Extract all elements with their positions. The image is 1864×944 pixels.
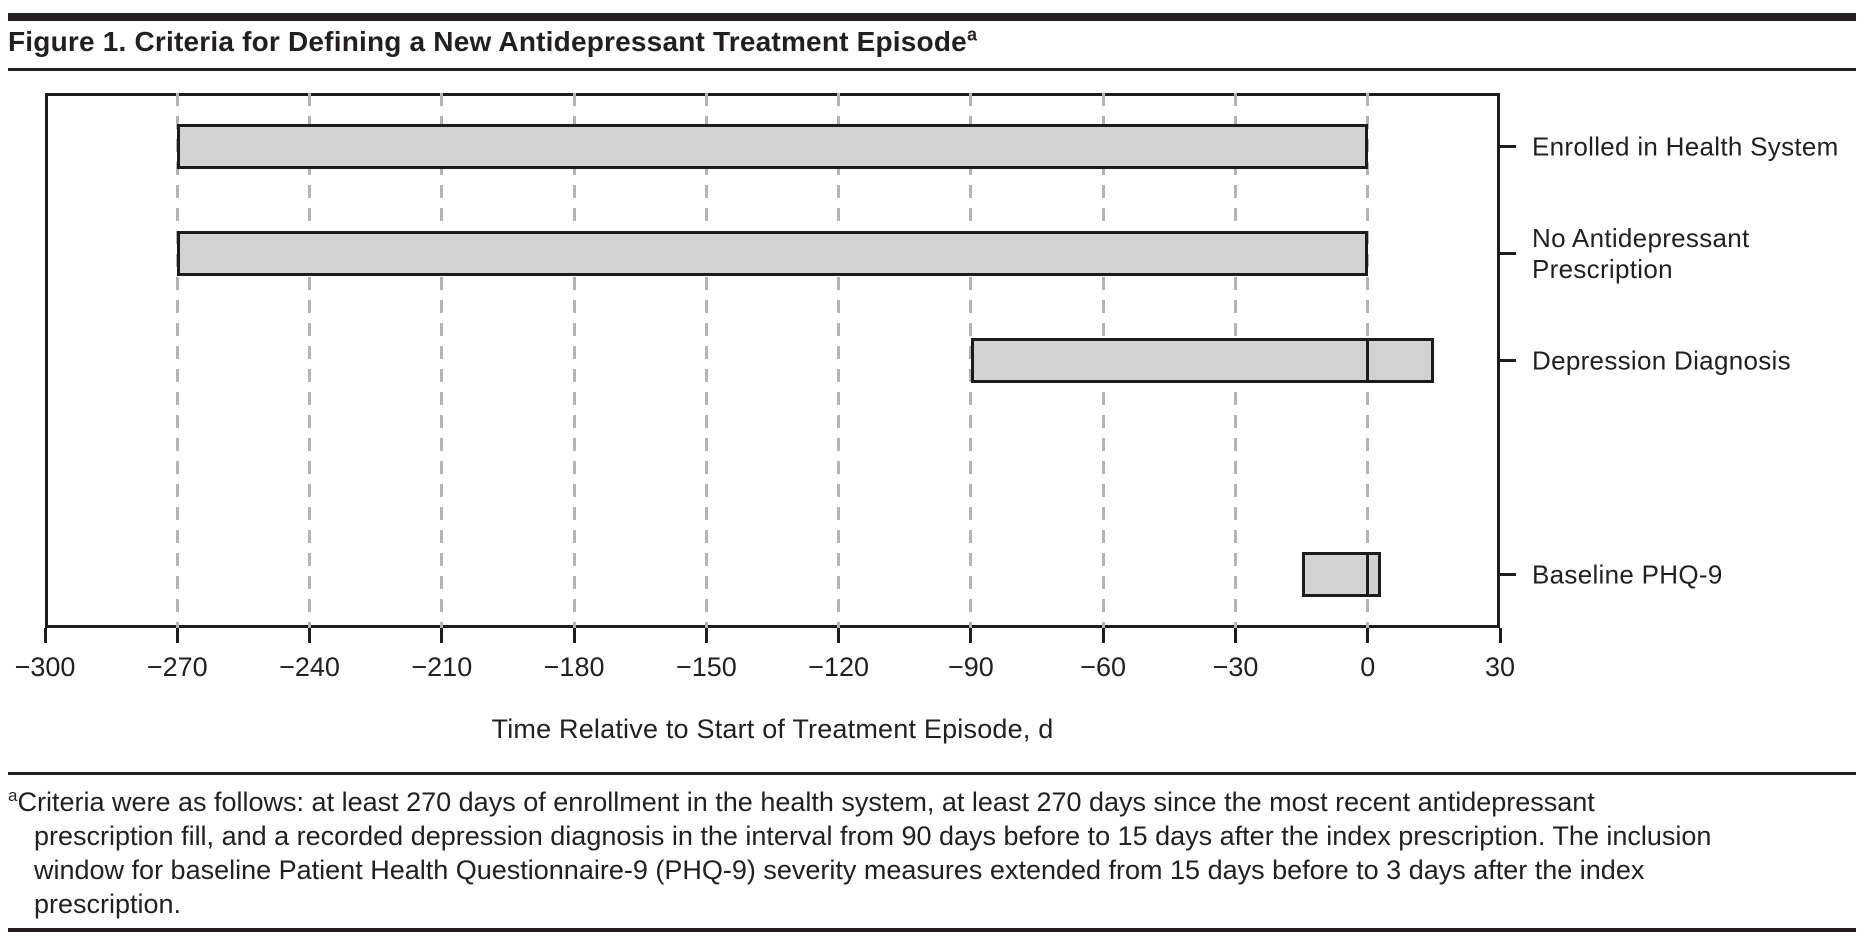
x-tick-label: −60	[1080, 652, 1127, 682]
x-axis-tick	[1101, 628, 1105, 643]
x-axis-tick	[1233, 628, 1237, 643]
x-axis-tick	[572, 628, 576, 643]
x-tick-label: −270	[146, 652, 208, 682]
gridline	[704, 93, 708, 628]
footnote-line-3: window for baseline Patient Health Quest…	[34, 855, 1645, 885]
x-axis-title: Time Relative to Start of Treatment Epis…	[491, 714, 1054, 744]
x-axis-tick	[175, 628, 179, 643]
figure-title-text: Figure 1. Criteria for Defining a New An…	[8, 26, 967, 57]
x-tick-label: −210	[411, 652, 473, 682]
x-axis-tick	[1498, 628, 1502, 643]
x-tick-label: −180	[543, 652, 605, 682]
bar-zero-divider	[1366, 338, 1370, 383]
category-tick	[1500, 252, 1516, 255]
x-axis-tick	[440, 628, 444, 643]
footnote-line-2: prescription fill, and a recorded depres…	[34, 821, 1712, 851]
x-axis-tick	[1366, 628, 1370, 643]
footnote-line-4: prescription.	[34, 889, 182, 919]
bar-zero-divider	[1366, 552, 1370, 597]
gridline	[308, 93, 312, 628]
x-tick-label: −30	[1212, 652, 1259, 682]
category-tick	[1500, 145, 1516, 148]
category-tick	[1500, 359, 1516, 362]
gridline	[175, 93, 179, 628]
x-tick-label: −240	[279, 652, 340, 682]
x-tick-label: −120	[808, 652, 870, 682]
footnote-marker: a	[8, 786, 18, 805]
figure-title-superscript: a	[966, 24, 978, 45]
bar-2	[970, 338, 1434, 383]
bar-1	[177, 231, 1368, 276]
figure-bottom-rule	[8, 928, 1856, 932]
category-label-line: No Antidepressant	[1532, 222, 1750, 253]
title-divider-rule	[8, 68, 1856, 71]
category-label: Baseline PHQ-9	[1532, 559, 1723, 590]
category-label: Enrolled in Health System	[1532, 131, 1839, 162]
x-axis-tick	[43, 628, 47, 643]
figure-footnote: aCriteria were as follows: at least 270 …	[8, 785, 1856, 921]
footnote-line-1: aCriteria were as follows: at least 270 …	[8, 785, 1856, 819]
figure-title: Figure 1. Criteria for Defining a New An…	[8, 26, 977, 58]
x-tick-label: −300	[14, 652, 76, 682]
category-tick	[1500, 573, 1516, 576]
x-axis-tick	[969, 628, 973, 643]
x-axis-tick	[704, 628, 708, 643]
category-label-line: Depression Diagnosis	[1532, 345, 1791, 375]
footnote-line-1-text: Criteria were as follows: at least 270 d…	[17, 787, 1595, 817]
x-tick-label: −90	[948, 652, 994, 682]
category-label: Depression Diagnosis	[1532, 345, 1791, 376]
bar-0	[177, 124, 1368, 169]
x-axis-tick	[308, 628, 312, 643]
category-label-line: Prescription	[1532, 253, 1673, 284]
footnote-top-rule	[8, 772, 1856, 775]
figure-top-rule	[8, 13, 1856, 21]
category-label: No Antidepressant Prescription	[1532, 223, 1750, 285]
x-axis-tick	[837, 628, 841, 643]
gridline	[572, 93, 576, 628]
x-tick-label: 30	[1484, 652, 1516, 682]
x-tick-label: 0	[1360, 652, 1376, 682]
gridline	[837, 93, 841, 628]
plot-area	[45, 93, 1500, 628]
gridline	[440, 93, 444, 628]
category-label-line: Baseline PHQ-9	[1532, 559, 1723, 589]
x-tick-label: −150	[675, 652, 737, 682]
category-label-line: Enrolled in Health System	[1532, 131, 1839, 161]
